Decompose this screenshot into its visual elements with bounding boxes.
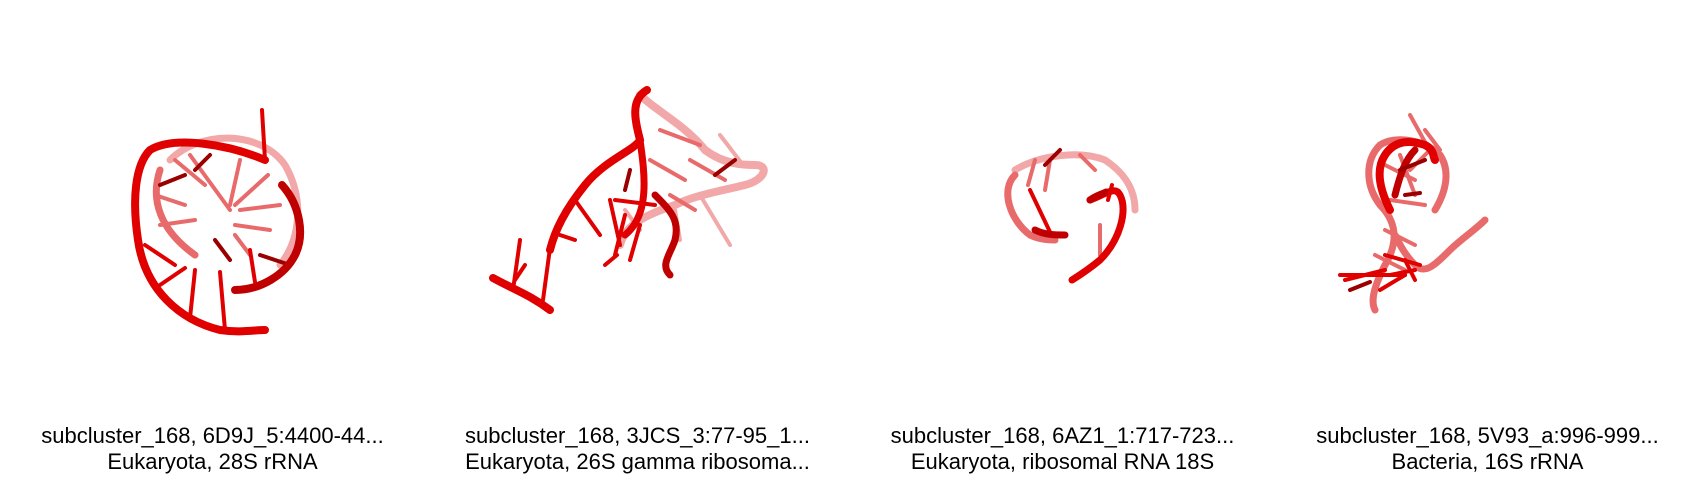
structure-subtitle-3: Eukaryota, ribosomal RNA 18S	[910, 449, 1215, 474]
structure-subtitle-1: Eukaryota, 28S rRNA	[107, 449, 318, 474]
rna-structure-image-4	[1338, 113, 1489, 314]
structure-subtitle-2: Eukaryota, 26S gamma ribosoma...	[465, 449, 810, 474]
structure-subtitle-4: Bacteria, 16S rRNA	[1391, 449, 1584, 474]
structure-title-1: subcluster_168, 6D9J_5:4400-44...	[41, 423, 384, 448]
structure-panel-2: subcluster_168, 3JCS_3:77-95_1... Eukary…	[425, 0, 850, 480]
structure-panel-4: subcluster_168, 5V93_a:996-999... Bacter…	[1275, 0, 1700, 480]
structure-title-3: subcluster_168, 6AZ1_1:717-723...	[890, 423, 1235, 448]
rna-structure-image-2	[489, 86, 768, 314]
rna-structure-image-3	[1004, 148, 1139, 284]
structure-panel-1: subcluster_168, 6D9J_5:4400-44... Eukary…	[0, 0, 425, 480]
structure-title-2: subcluster_168, 3JCS_3:77-95_1...	[465, 423, 810, 448]
rna-structure-image-1	[131, 108, 305, 336]
structure-title-4: subcluster_168, 5V93_a:996-999...	[1316, 423, 1659, 448]
structure-panel-3: subcluster_168, 6AZ1_1:717-723... Eukary…	[850, 0, 1275, 480]
